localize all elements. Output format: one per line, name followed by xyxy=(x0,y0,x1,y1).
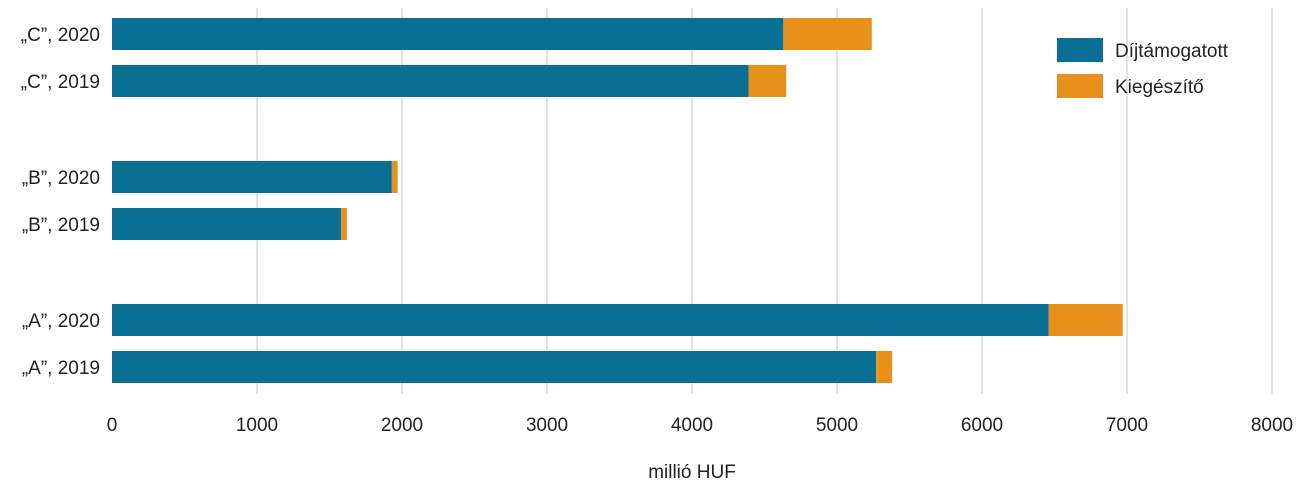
x-axis-title: millió HUF xyxy=(648,462,736,483)
x-tick-label-2000: 2000 xyxy=(381,415,423,436)
category-label-c-2019: „C”, 2019 xyxy=(21,72,100,93)
bar-c-2019-dijtamogatott xyxy=(112,65,749,97)
bar-b-2019-kiegeszito xyxy=(341,208,347,240)
x-tick-label-3000: 3000 xyxy=(526,415,568,436)
x-tick-label-5000: 5000 xyxy=(816,415,858,436)
x-tick-label-7000: 7000 xyxy=(1106,415,1148,436)
bar-a-2019-kiegeszito xyxy=(876,351,893,383)
bar-a-2019-dijtamogatott xyxy=(112,351,877,383)
legend-label-kiegeszito: Kiegészítő xyxy=(1115,77,1204,98)
bar-c-2019-kiegeszito xyxy=(748,65,787,97)
x-tick-labels: 0 1000 2000 3000 4000 5000 6000 7000 8000 xyxy=(107,415,1293,436)
category-labels: „C”, 2020 „C”, 2019 „B”, 2020 „B”, 2019 „A”,… xyxy=(21,25,100,379)
x-tick-label-0: 0 xyxy=(107,415,118,436)
legend-swatch-dijtamogatott xyxy=(1057,38,1103,62)
category-label-a-2020: „A”, 2020 xyxy=(22,311,100,332)
category-label-c-2020: „C”, 2020 xyxy=(21,25,100,46)
bar-b-2020-dijtamogatott xyxy=(112,161,392,193)
bars xyxy=(112,18,1123,383)
legend: Díjtámogatott Kiegészítő xyxy=(1057,38,1229,98)
bar-b-2019-dijtamogatott xyxy=(112,208,342,240)
bar-c-2020-dijtamogatott xyxy=(112,18,784,50)
category-label-b-2020: „B”, 2020 xyxy=(22,168,100,189)
x-tick-label-6000: 6000 xyxy=(961,415,1003,436)
bar-a-2020-kiegeszito xyxy=(1048,304,1123,336)
bar-a-2020-dijtamogatott xyxy=(112,304,1049,336)
bar-b-2020-kiegeszito xyxy=(391,161,398,193)
x-tick-label-1000: 1000 xyxy=(236,415,278,436)
category-label-a-2019: „A”, 2019 xyxy=(22,358,100,379)
legend-label-dijtamogatott: Díjtámogatott xyxy=(1115,41,1229,62)
x-tick-label-4000: 4000 xyxy=(671,415,713,436)
legend-swatch-kiegeszito xyxy=(1057,74,1103,98)
bar-c-2020-kiegeszito xyxy=(783,18,872,50)
x-tick-label-8000: 8000 xyxy=(1251,415,1293,436)
category-label-b-2019: „B”, 2019 xyxy=(22,215,100,236)
